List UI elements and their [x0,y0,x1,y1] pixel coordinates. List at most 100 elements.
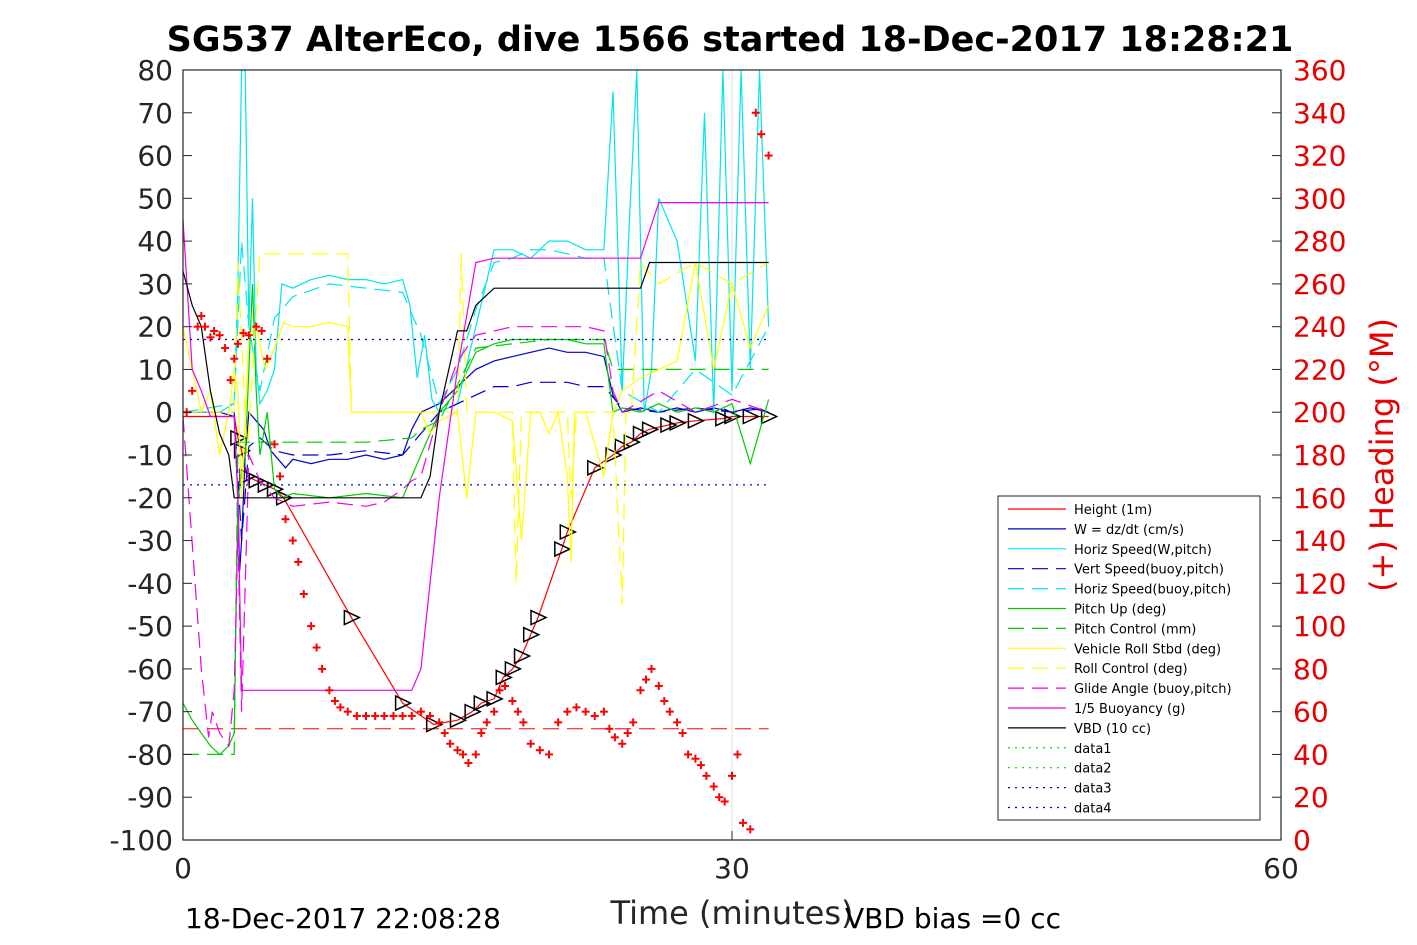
legend-entry: data3 [1074,782,1112,797]
heading-point [654,682,663,690]
height-marker [394,694,413,712]
y-tick-label-right: 120 [1293,567,1346,600]
y-tick-label-right: 100 [1293,610,1346,643]
heading-point [513,707,522,716]
series-line-vbd-10-cc [182,261,769,499]
legend-entry: VBD (10 cc) [1074,722,1151,737]
heading-point [371,711,380,720]
height-marker [343,609,362,626]
y-tick-label-right: 160 [1293,482,1346,515]
y-tick-label-left: -10 [127,439,173,472]
y-tick-label-right: 280 [1293,225,1346,258]
heading-point [200,322,209,331]
legend-entry: W = dz/dt (cm/s) [1074,523,1184,538]
y-tick-label-right: 0 [1293,824,1311,857]
heading-point [336,703,345,712]
heading-point [482,718,491,727]
heading-point [636,686,645,695]
heading-point [738,818,747,827]
heading-point [764,151,773,160]
plot-area [182,69,779,834]
axis-ticks: 80706050403020100-10-20-30-40-50-60-70-8… [109,54,1346,885]
y-tick-label-right: 220 [1293,353,1346,386]
heading-point [233,339,242,348]
heading-point [490,707,499,716]
y-tick-label-right: 260 [1293,268,1346,301]
y-tick-label-left: 40 [137,225,173,258]
height-marker [559,523,578,541]
heading-point [610,733,619,742]
y-tick-label-left: -30 [127,525,173,558]
heading-point [193,322,202,331]
legend-entry: data2 [1074,762,1112,777]
heading-point [244,331,253,340]
heading-point [206,333,215,342]
heading-point [318,664,327,673]
heading-point [495,686,504,695]
legend-entry: 1/5 Buoyancy (g) [1074,702,1185,717]
heading-point [526,739,535,748]
height-marker [587,459,605,477]
y-tick-label-left: 30 [137,268,173,301]
heading-point [554,718,563,727]
heading-point [641,675,650,684]
height-marker [724,408,742,425]
legend-entry: Pitch Control (mm) [1074,622,1196,637]
y-tick-label-left: -80 [127,738,173,771]
heading-point [458,750,467,759]
heading-point [477,729,486,738]
heading-point [746,825,755,834]
heading-point [352,711,361,720]
x-tick-label: 30 [714,852,750,885]
height-marker [464,703,482,720]
height-marker [605,446,623,464]
heading-point [501,682,510,690]
y-tick-label-left: -100 [109,824,173,857]
y-tick-label-left: -40 [127,567,173,600]
heading-point [446,739,455,748]
height-marker [257,476,276,494]
heading-point [757,130,766,139]
height-marker [513,647,532,665]
height-marker [715,410,733,427]
heading-point [691,754,700,763]
series-line-roll-control-deg [183,253,769,605]
legend-entry: Vehicle Roll Stbd (deg) [1074,642,1221,657]
heading-point [605,724,614,733]
chart-title: SG537 AlterEco, dive 1566 started 18-Dec… [167,20,1294,60]
heading-point [398,711,407,720]
heading-point [599,707,608,716]
height-marker [449,712,468,729]
heading-point [252,322,261,331]
y-tick-label-left: -60 [127,653,173,686]
legend-entry: data1 [1074,742,1112,757]
y-tick-label-right: 140 [1293,525,1346,558]
heading-point [380,711,389,720]
series-line-horiz-speed-w-pitch [183,69,770,413]
heading-point [325,686,334,695]
heading-point [590,711,599,720]
heading-point [471,750,480,759]
y-tick-label-left: 80 [137,54,173,87]
heading-point [728,771,736,780]
height-marker [495,669,514,686]
y-tick-label-left: -20 [127,482,173,515]
y-tick-label-right: 40 [1293,738,1329,771]
heading-point [299,590,308,599]
heading-point [665,707,674,716]
heading-point [197,311,206,320]
height-marker [530,609,548,626]
series-line-glide-angle-buoy-pitch [182,326,769,748]
heading-point [709,782,718,791]
height-marker [623,433,642,451]
y-tick-label-right: 300 [1293,182,1346,215]
heading-point [257,326,266,335]
heading-point [263,354,272,363]
heading-point [407,711,416,720]
y-tick-label-right: 20 [1293,781,1329,814]
heading-point [464,759,473,767]
heading-point [226,376,235,385]
heading-point [508,696,517,705]
y-tick-label-left: 50 [137,182,173,215]
heading-point [270,440,279,449]
